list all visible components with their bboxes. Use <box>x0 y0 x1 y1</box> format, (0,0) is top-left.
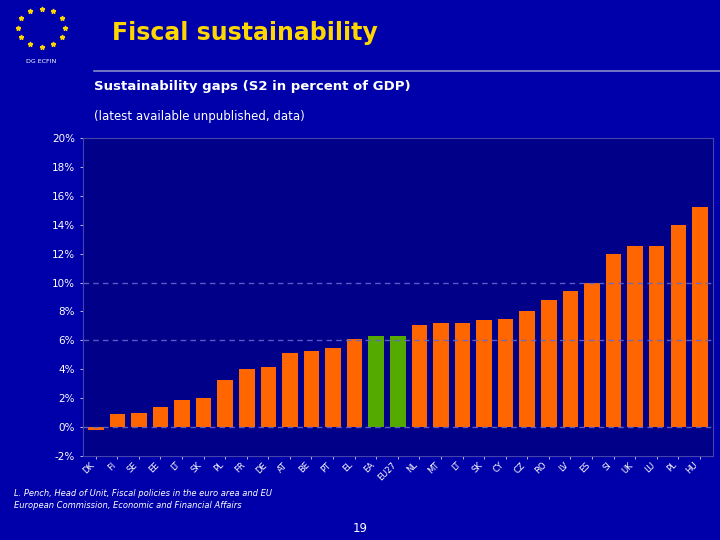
Text: (latest available unpublished, data): (latest available unpublished, data) <box>94 110 305 123</box>
Bar <box>369 336 384 427</box>
Text: DG ECFIN: DG ECFIN <box>27 59 57 64</box>
Bar <box>261 367 276 427</box>
Bar <box>304 350 319 427</box>
Bar <box>520 312 535 427</box>
Bar <box>217 380 233 427</box>
Bar <box>670 225 686 427</box>
Bar <box>562 291 578 427</box>
Bar <box>606 254 621 427</box>
Text: Fiscal sustainability: Fiscal sustainability <box>112 21 377 45</box>
Bar <box>455 323 470 427</box>
Bar <box>477 320 492 427</box>
Bar <box>498 319 513 427</box>
Bar <box>692 207 708 427</box>
Bar <box>88 427 104 430</box>
Bar <box>390 336 405 427</box>
Bar <box>325 348 341 427</box>
Bar <box>627 246 643 427</box>
Bar <box>584 282 600 427</box>
Text: L. Pench, Head of Unit, Fiscal policies in the euro area and EU
European Commiss: L. Pench, Head of Unit, Fiscal policies … <box>14 489 272 510</box>
Bar <box>433 323 449 427</box>
Bar <box>109 414 125 427</box>
Text: 19: 19 <box>353 522 367 535</box>
Bar <box>347 339 362 427</box>
Bar <box>153 407 168 427</box>
Bar <box>282 354 297 427</box>
Bar <box>131 413 147 427</box>
Bar <box>541 300 557 427</box>
Bar <box>239 369 255 427</box>
Bar <box>174 400 190 427</box>
Bar <box>412 325 427 427</box>
Text: Sustainability gaps (S2 in percent of GDP): Sustainability gaps (S2 in percent of GD… <box>94 80 410 93</box>
Bar <box>196 399 212 427</box>
Bar <box>649 246 665 427</box>
